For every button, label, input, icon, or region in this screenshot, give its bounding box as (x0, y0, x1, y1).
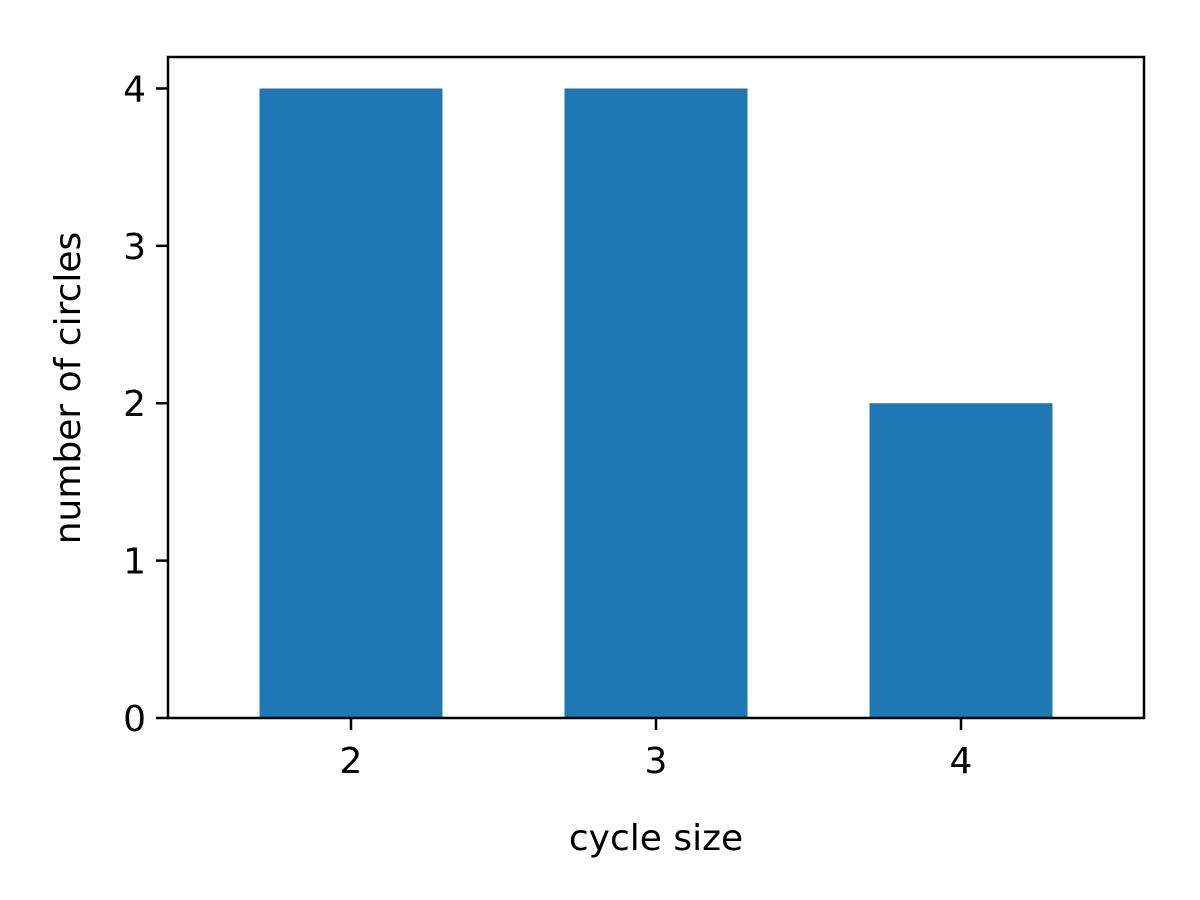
y-tick-label: 1 (123, 542, 146, 583)
x-tick-label: 2 (340, 741, 363, 782)
bar-4 (869, 403, 1053, 718)
y-tick-label: 4 (123, 69, 146, 110)
bar-3 (564, 88, 748, 718)
x-tick-label: 4 (950, 741, 973, 782)
y-axis-label: number of circles (48, 232, 89, 545)
x-tick-label: 3 (645, 741, 668, 782)
y-tick-label: 2 (123, 384, 146, 425)
y-tick-label: 3 (123, 227, 146, 268)
y-tick-label: 0 (123, 699, 146, 740)
bars-layer (259, 88, 1053, 718)
bar-2 (259, 88, 443, 718)
x-axis-label: cycle size (569, 818, 743, 859)
y-axis: 0 1 2 3 4 (123, 69, 168, 740)
x-axis: 2 3 4 (340, 718, 973, 782)
